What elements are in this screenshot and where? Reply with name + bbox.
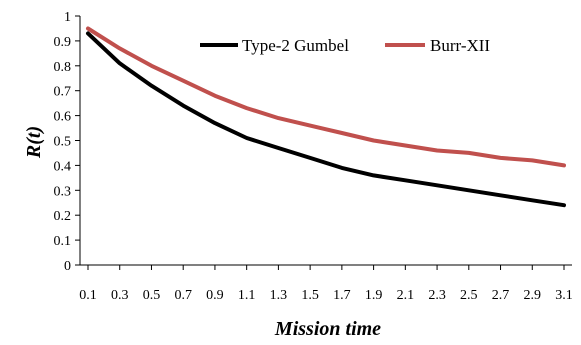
x-tick-label: 0.9: [206, 288, 224, 303]
x-axis-title: Mission time: [274, 318, 381, 340]
y-tick-label: 0.3: [54, 184, 72, 199]
y-axis: 0 0.1 0.2 0.3 0.4 0.5 0.6 0.7 0.8 0.9 1: [54, 10, 81, 274]
x-tick-label: 2.3: [428, 288, 446, 303]
y-tick-label: 0.4: [54, 159, 72, 174]
x-tick-label: 2.1: [397, 288, 415, 303]
x-tick-label: 0.5: [143, 288, 161, 303]
y-tick-label: 0.7: [54, 85, 72, 100]
y-tick-label: 1: [64, 10, 71, 25]
series-line-type2-gumbel: [86, 31, 566, 208]
y-axis-title: R(t): [23, 126, 45, 159]
x-tick-label: 0.3: [111, 288, 129, 303]
x-axis: 0.1 0.3 0.5 0.7 0.9 1.1 1.3 1.5 1.7 1.9 2.1 2.3 2.5 2…: [79, 264, 573, 303]
y-tick-label: 0.1: [54, 234, 72, 249]
legend-label-burr-xii: Burr-XII: [430, 36, 490, 55]
y-tick-label: 0: [64, 259, 71, 274]
y-tick-label: 0.5: [54, 135, 72, 150]
x-tick-label: 3.1: [555, 288, 573, 303]
x-tick-label: 2.7: [492, 288, 510, 303]
series-line-burr-xii: [86, 26, 566, 168]
x-tick-label: 0.1: [79, 288, 97, 303]
legend-label-type2-gumbel: Type-2 Gumbel: [242, 36, 349, 55]
y-tick-label: 0.9: [54, 35, 72, 50]
y-tick-label: 0.2: [54, 209, 72, 224]
x-tick-label: 1.5: [301, 288, 319, 303]
x-tick-label: 1.3: [270, 288, 288, 303]
x-tick-label: 2.9: [524, 288, 542, 303]
legend: Type-2 Gumbel Burr-XII: [200, 36, 490, 55]
x-tick-label: 1.7: [333, 288, 351, 303]
x-tick-label: 1.1: [238, 288, 256, 303]
x-tick-label: 1.9: [365, 288, 383, 303]
x-tick-label: 0.7: [174, 288, 192, 303]
y-tick-label: 0.8: [54, 60, 72, 75]
x-tick-label: 2.5: [460, 288, 478, 303]
series-layer: [86, 26, 566, 208]
y-tick-label: 0.6: [54, 110, 72, 125]
